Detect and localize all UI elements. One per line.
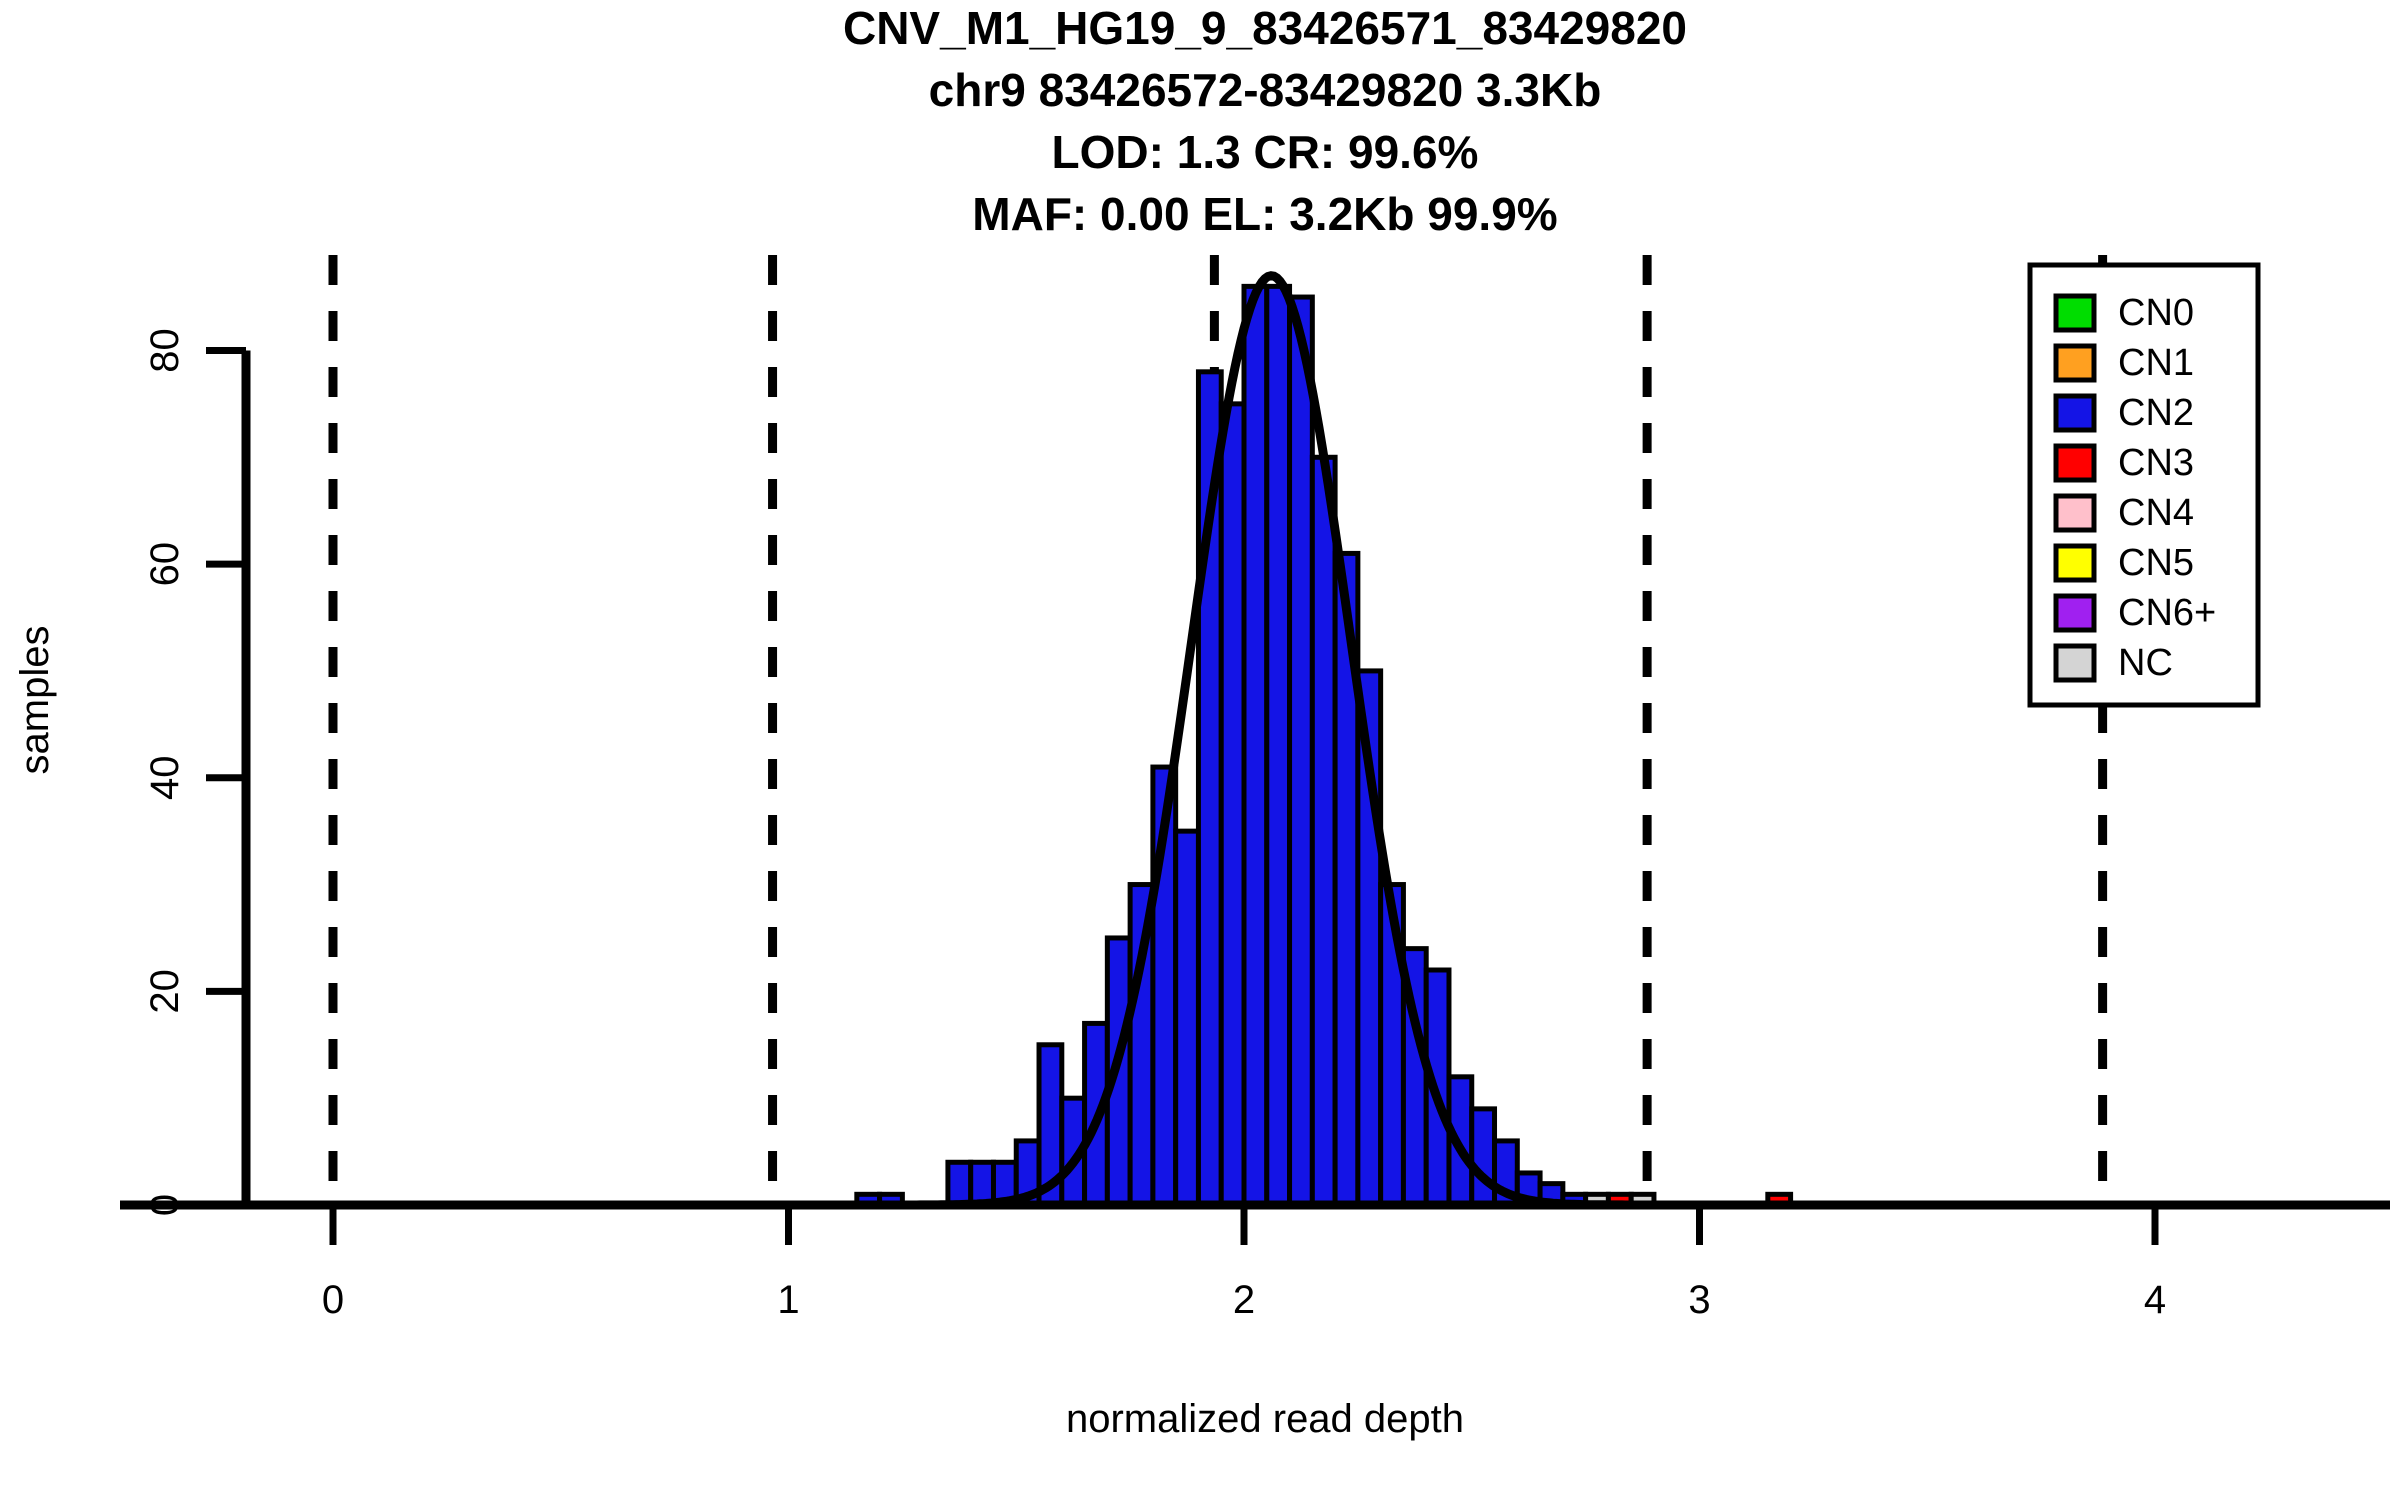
legend-label-cn3: CN3 (2118, 442, 2194, 484)
histogram-bar (968, 1159, 996, 1208)
legend-swatch-cn6plus (2053, 593, 2097, 633)
title-line-1: CNV_M1_HG19_9_83426571_83429820 (843, 2, 1687, 54)
histogram-bar (1309, 454, 1338, 1208)
y-axis-label: samples (13, 626, 57, 775)
legend-label-cn1: CN1 (2118, 342, 2194, 384)
legend-swatch-cn3 (2053, 443, 2097, 483)
y-tick-label: 0 (143, 1194, 187, 1216)
x-tick-label: 3 (1688, 1278, 1710, 1322)
histogram-bar (1469, 1106, 1498, 1208)
y-tick-label: 40 (143, 755, 187, 800)
histogram-bar (1218, 401, 1247, 1208)
histogram-bar (945, 1159, 974, 1208)
title-line-2: chr9 83426572-83429820 3.3Kb (929, 64, 1602, 116)
legend-swatch-cn0 (2053, 293, 2097, 333)
histogram-bars (854, 283, 1794, 1208)
legend-swatch-cn5 (2053, 543, 2097, 583)
legend-label-nc: NC (2118, 642, 2173, 684)
y-tick-label: 20 (143, 969, 187, 1014)
legend-label-cn6plus: CN6+ (2118, 592, 2216, 634)
legend: CN0 CN1 CN2 CN3 CN4 CN5 CN6+ NC (2027, 262, 2261, 708)
y-tick-label: 60 (143, 542, 187, 587)
x-tick-label: 4 (2144, 1278, 2166, 1322)
legend-swatch-cn2 (2053, 393, 2097, 433)
legend-swatch-cn4 (2053, 493, 2097, 533)
x-tick-label: 0 (322, 1278, 344, 1322)
legend-label-cn5: CN5 (2118, 542, 2194, 584)
plot-title: CNV_M1_HG19_9_83426571_83429820 chr9 834… (843, 2, 1687, 240)
y-tick-label: 80 (143, 328, 187, 373)
histogram-bar (1173, 828, 1201, 1208)
legend-label-cn2: CN2 (2118, 392, 2194, 434)
title-line-3: LOD: 1.3 CR: 99.6% (1052, 126, 1479, 178)
x-tick-label: 2 (1233, 1278, 1255, 1322)
x-tick-label: 1 (777, 1278, 799, 1322)
legend-swatch-nc (2053, 643, 2097, 683)
x-axis-label: normalized read depth (1066, 1397, 1464, 1441)
histogram-bar (1287, 294, 1315, 1208)
legend-label-cn0: CN0 (2118, 292, 2194, 334)
title-line-4: MAF: 0.00 EL: 3.2Kb 99.9% (972, 188, 1557, 240)
legend-swatch-cn1 (2053, 343, 2097, 383)
legend-label-cn4: CN4 (2118, 492, 2194, 534)
histogram-bar (1264, 283, 1293, 1208)
histogram-bar (1241, 283, 1270, 1208)
